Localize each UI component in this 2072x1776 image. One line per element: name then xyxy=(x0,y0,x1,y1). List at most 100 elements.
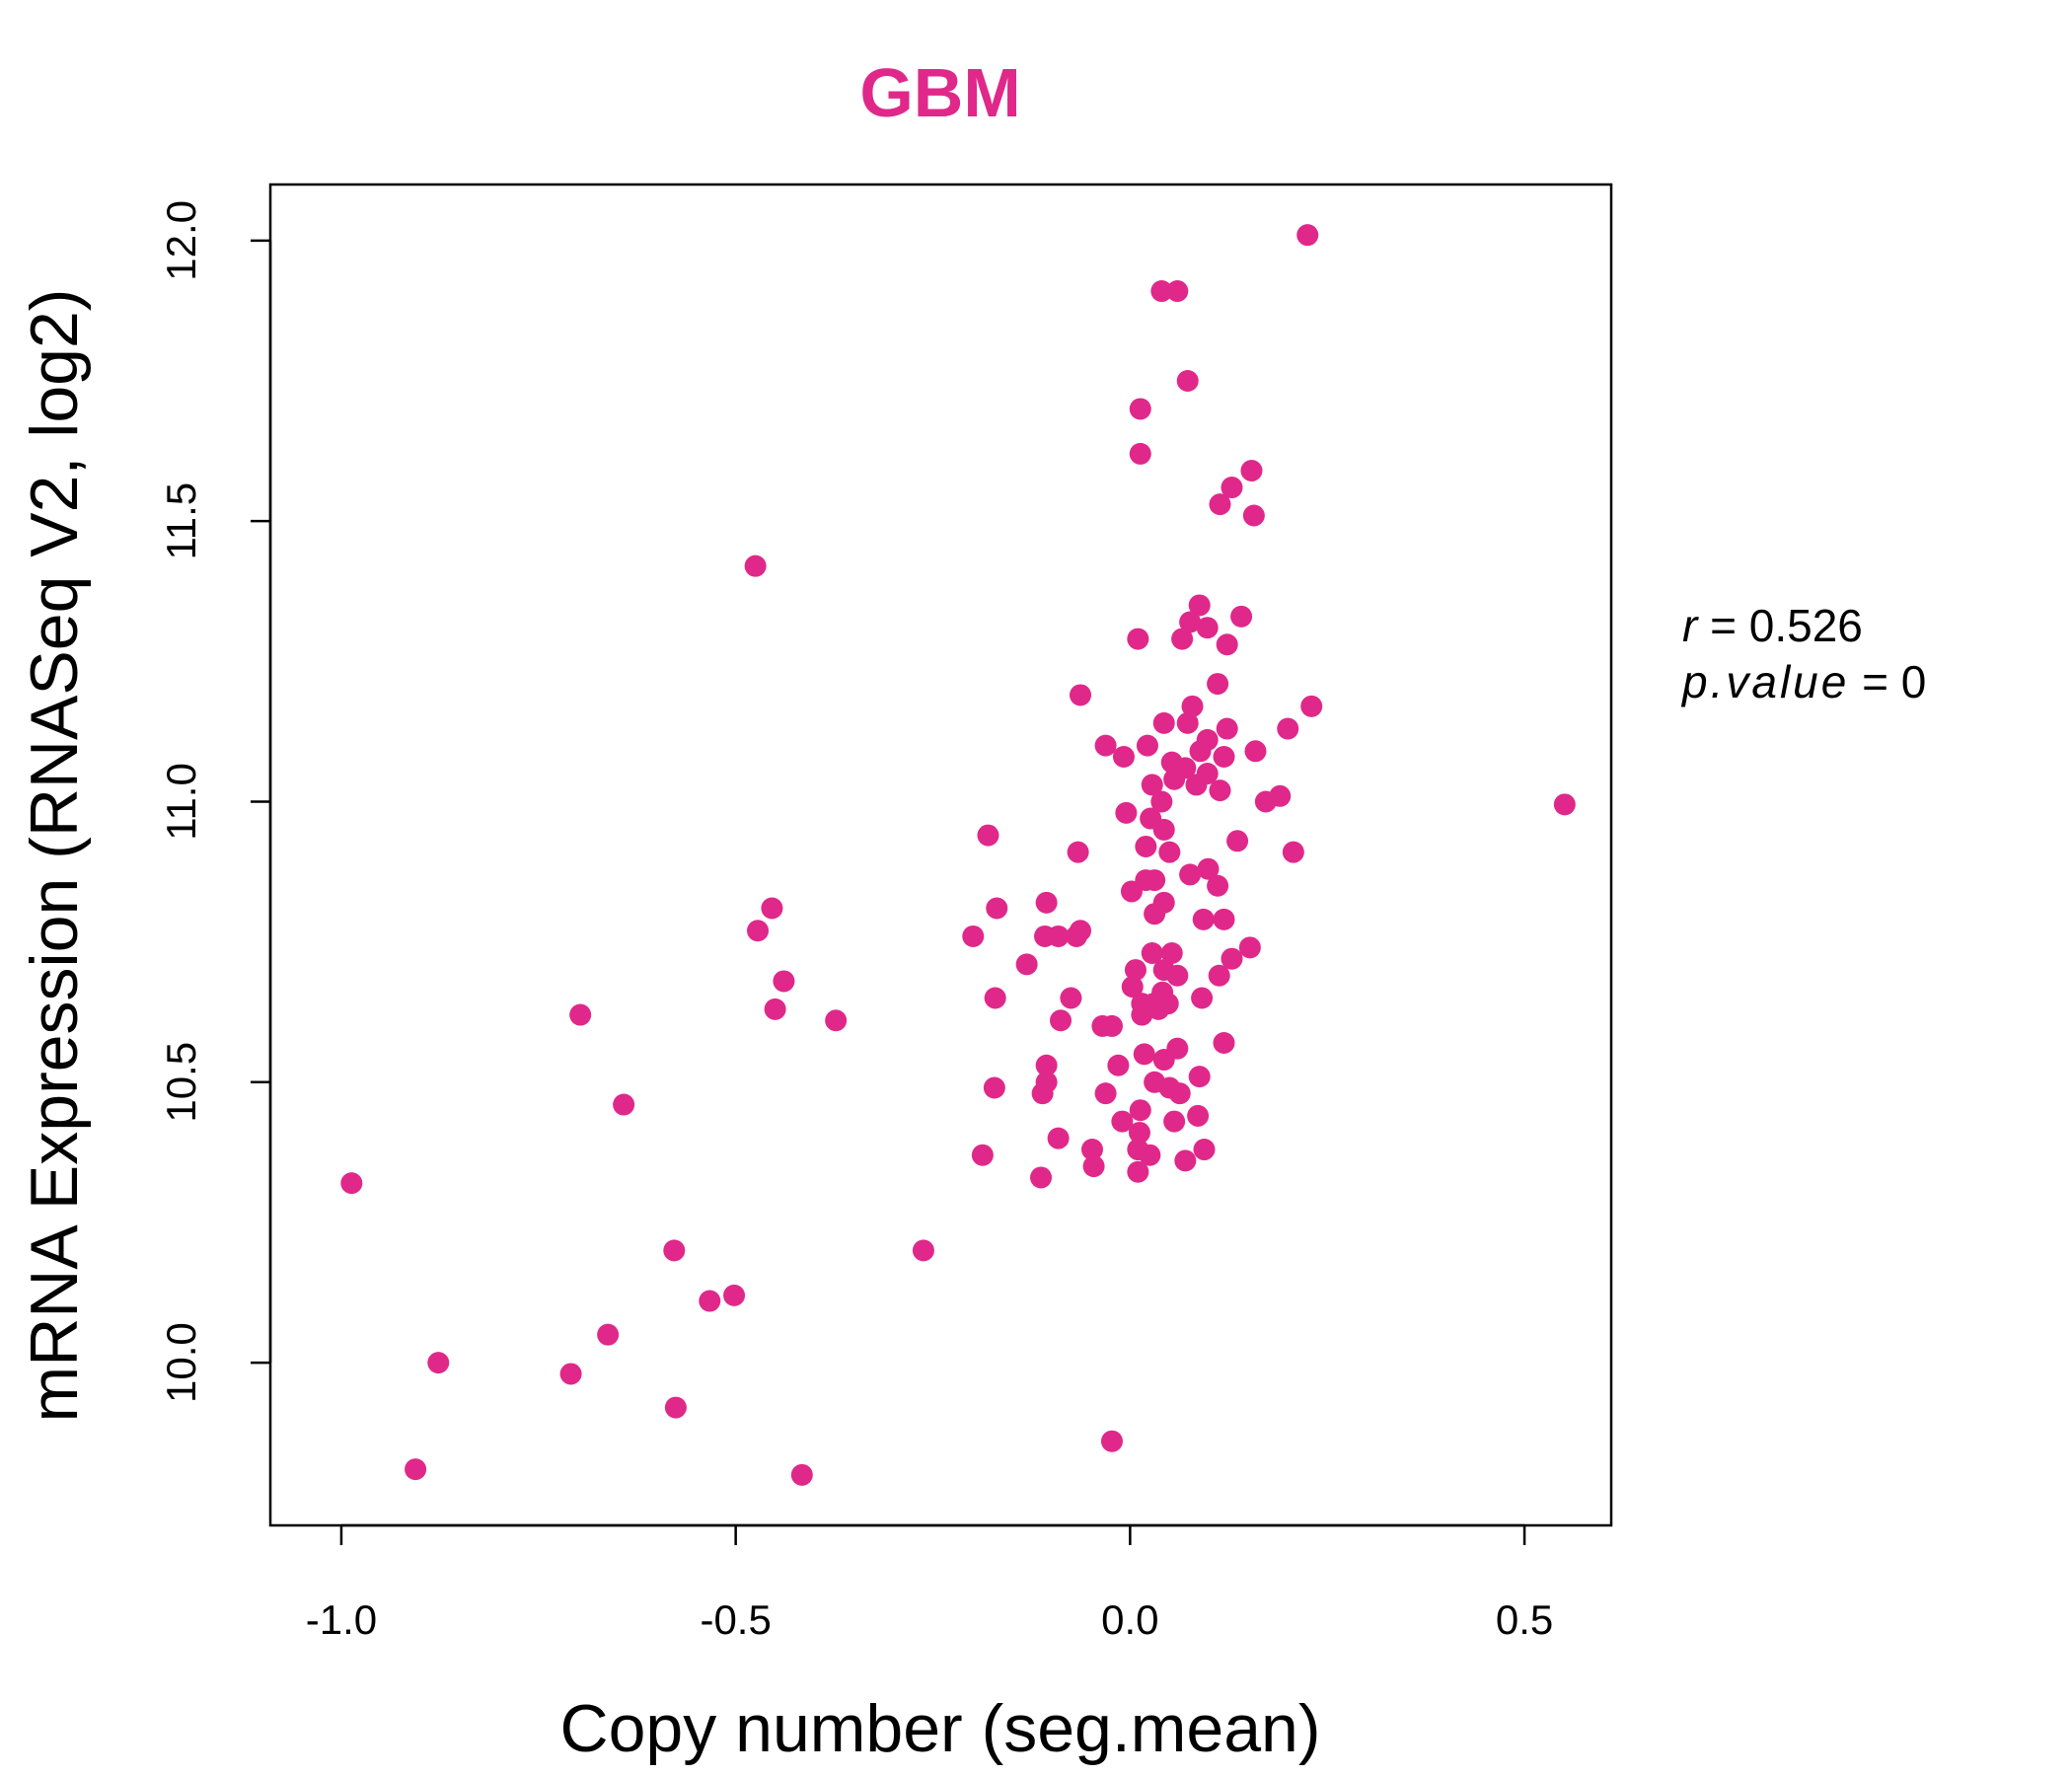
data-point xyxy=(1129,398,1151,420)
points-layer xyxy=(340,224,1576,1486)
y-tick-label: 11.5 xyxy=(158,482,204,560)
data-point xyxy=(1166,964,1189,987)
x-tick-label: 0.0 xyxy=(1101,1596,1158,1643)
data-point xyxy=(1196,617,1219,639)
y-axis: 10.0 10.5 11.0 11.5 12.0 xyxy=(158,200,272,1403)
data-point xyxy=(1300,695,1323,717)
data-point xyxy=(983,1076,1005,1099)
pvalue-annotation: p.value = 0 xyxy=(1680,656,1926,707)
data-point xyxy=(1240,459,1263,481)
data-point xyxy=(1185,774,1208,796)
y-tick-label: 12.0 xyxy=(158,200,204,281)
data-point xyxy=(1179,863,1202,886)
data-point xyxy=(1060,987,1082,1009)
data-point xyxy=(1050,1009,1073,1032)
data-point xyxy=(1163,768,1186,790)
data-point xyxy=(1111,1110,1134,1133)
data-point xyxy=(1139,1144,1161,1166)
data-point xyxy=(1129,442,1151,465)
data-point xyxy=(1107,1054,1130,1076)
data-point xyxy=(1163,1110,1186,1133)
data-point xyxy=(1136,734,1158,757)
data-point xyxy=(1166,280,1189,303)
data-point xyxy=(1144,903,1166,925)
data-point xyxy=(1244,740,1267,763)
data-point xyxy=(790,1463,813,1486)
data-point xyxy=(1160,942,1183,965)
data-point xyxy=(1080,1139,1103,1161)
y-tick-label: 11.0 xyxy=(158,763,204,841)
data-point xyxy=(1069,684,1091,706)
data-point xyxy=(597,1323,620,1346)
r-label: r xyxy=(1682,600,1699,651)
data-point xyxy=(984,987,1006,1009)
x-axis-label: Copy number (seg.mean) xyxy=(559,1691,1320,1766)
data-point xyxy=(664,1396,687,1419)
data-point xyxy=(1181,695,1204,717)
data-point xyxy=(1127,628,1149,650)
data-point xyxy=(764,998,786,1020)
data-point xyxy=(1209,493,1231,516)
data-point xyxy=(1091,1014,1114,1037)
data-point xyxy=(1221,477,1243,499)
data-point xyxy=(1216,717,1238,740)
data-point xyxy=(1112,745,1135,768)
data-point xyxy=(1082,1155,1105,1178)
data-point xyxy=(723,1284,746,1306)
y-axis-label: mRNA Expression (RNASeq V2, log2) xyxy=(17,289,92,1423)
data-point xyxy=(1094,1082,1117,1105)
data-point xyxy=(1197,857,1220,880)
x-axis: -1.0 -0.5 0.0 0.5 xyxy=(306,1523,1553,1643)
data-point xyxy=(1152,818,1175,841)
data-point xyxy=(405,1458,427,1481)
data-point xyxy=(1128,1121,1150,1144)
data-point xyxy=(744,555,767,577)
data-point xyxy=(1121,976,1144,999)
data-point xyxy=(1065,925,1087,947)
r-value: 0.526 xyxy=(1749,600,1863,651)
data-point xyxy=(1192,908,1215,930)
data-point xyxy=(1171,628,1194,650)
p-label: p.value xyxy=(1680,656,1849,707)
x-tick-label: -0.5 xyxy=(700,1596,771,1643)
data-point xyxy=(1150,280,1173,303)
data-point xyxy=(1238,936,1261,959)
data-point xyxy=(1242,504,1265,527)
data-point xyxy=(1188,594,1211,617)
data-point xyxy=(1282,841,1304,863)
data-point xyxy=(1230,605,1253,628)
y-tick-label: 10.0 xyxy=(158,1322,204,1403)
data-point xyxy=(977,824,999,847)
data-point xyxy=(773,970,795,993)
plot-frame xyxy=(268,183,1613,1527)
data-point xyxy=(1152,711,1175,734)
data-point xyxy=(1553,793,1576,816)
data-point xyxy=(1221,947,1243,970)
data-point xyxy=(1047,925,1070,947)
data-point xyxy=(1174,1149,1197,1172)
data-point xyxy=(1226,830,1249,852)
data-point xyxy=(1213,745,1235,768)
data-point xyxy=(1144,869,1166,892)
data-point xyxy=(1158,841,1181,863)
data-point xyxy=(1176,370,1199,393)
p-value: 0 xyxy=(1901,656,1927,707)
data-point xyxy=(1115,801,1138,824)
data-point xyxy=(613,1093,635,1116)
data-point xyxy=(1015,953,1038,976)
data-point xyxy=(1189,740,1212,763)
data-point xyxy=(1187,1104,1210,1127)
data-point xyxy=(1176,711,1199,734)
data-point xyxy=(1269,784,1292,807)
data-point xyxy=(1209,779,1231,802)
data-point xyxy=(1030,1166,1053,1189)
data-point xyxy=(1179,611,1202,633)
data-point xyxy=(1150,790,1173,813)
x-tick-label: 0.5 xyxy=(1496,1596,1553,1643)
data-point xyxy=(1213,908,1235,930)
data-point xyxy=(1207,673,1229,696)
chart-title: GBM xyxy=(859,54,1020,131)
data-point xyxy=(912,1239,934,1262)
data-point xyxy=(1216,633,1238,656)
